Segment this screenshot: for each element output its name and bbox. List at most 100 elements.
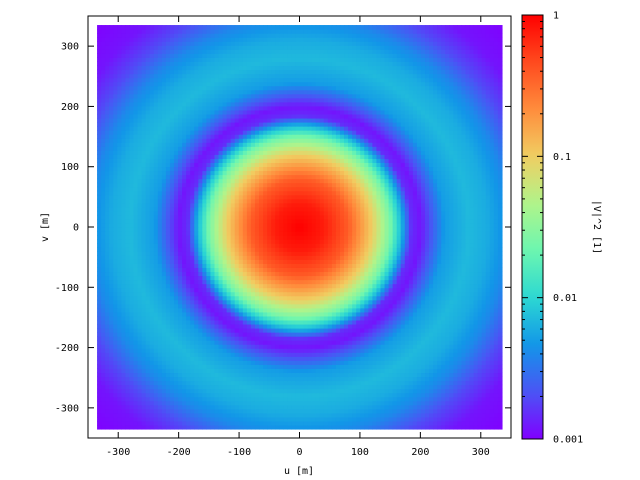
- heatmap-cell: [372, 327, 378, 333]
- heatmap-cell: [214, 368, 220, 374]
- heatmap-cell: [319, 356, 325, 361]
- heatmap-cell: [101, 380, 106, 386]
- heatmap-cell: [400, 287, 406, 293]
- heatmap-cell: [194, 291, 199, 297]
- heatmap-cell: [441, 412, 446, 418]
- heatmap-cell: [376, 356, 382, 361]
- heatmap-cell: [113, 263, 118, 268]
- heatmap-cell: [263, 327, 268, 333]
- heatmap-cell: [254, 239, 260, 244]
- heatmap-cell: [315, 356, 321, 361]
- heatmap-cell: [267, 336, 272, 341]
- heatmap-cell: [412, 408, 418, 414]
- heatmap-cell: [250, 364, 256, 369]
- heatmap-cell: [339, 303, 345, 309]
- heatmap-cell: [259, 295, 264, 301]
- heatmap-cell: [271, 424, 276, 430]
- heatmap-cell: [319, 396, 325, 402]
- heatmap-cell: [226, 299, 232, 305]
- heatmap-cell: [101, 340, 106, 345]
- heatmap-cell: [449, 412, 454, 418]
- heatmap-cell: [234, 408, 240, 414]
- heatmap-cell: [461, 356, 467, 361]
- heatmap-cell: [169, 291, 175, 297]
- heatmap-cell: [271, 416, 276, 422]
- heatmap-cell: [364, 251, 369, 256]
- heatmap-cell: [360, 235, 365, 240]
- heatmap-cell: [335, 275, 341, 281]
- heatmap-cell: [303, 283, 309, 289]
- heatmap-cell: [238, 295, 244, 301]
- heatmap-cell: [392, 404, 398, 410]
- heatmap-cell: [445, 420, 450, 426]
- heatmap-cell: [186, 360, 191, 365]
- heatmap-cell: [372, 420, 378, 426]
- heatmap-cell: [388, 271, 394, 277]
- heatmap-cell: [364, 404, 369, 410]
- heatmap-cell: [323, 239, 329, 244]
- heatmap-cell: [161, 239, 167, 244]
- heatmap-cell: [149, 235, 155, 240]
- heatmap-cell: [206, 239, 212, 244]
- heatmap-cell: [445, 372, 450, 378]
- heatmap-cell: [141, 319, 147, 325]
- heatmap-cell: [433, 247, 438, 252]
- heatmap-cell: [279, 291, 284, 297]
- heatmap-cell: [441, 368, 446, 374]
- heatmap-cell: [165, 263, 171, 268]
- heatmap-cell: [153, 404, 159, 410]
- heatmap-cell: [299, 408, 305, 414]
- heatmap-cell: [218, 255, 224, 260]
- heatmap-cell: [485, 231, 491, 236]
- heatmap-cell: [279, 251, 284, 256]
- heatmap-cell: [173, 291, 179, 297]
- heatmap-cell: [429, 275, 434, 281]
- heatmap-cell: [206, 267, 212, 273]
- heatmap-cell: [461, 307, 467, 313]
- heatmap-cell: [469, 303, 475, 309]
- heatmap-cell: [457, 267, 463, 273]
- heatmap-cell: [283, 235, 288, 240]
- heatmap-cell: [376, 291, 382, 297]
- heatmap-cell: [202, 348, 207, 353]
- heatmap-cell: [157, 372, 163, 378]
- heatmap-cell: [461, 287, 467, 293]
- heatmap-cell: [182, 420, 187, 426]
- heatmap-cell: [339, 239, 345, 244]
- heatmap-cell: [384, 259, 390, 264]
- heatmap-cell: [465, 372, 471, 378]
- heatmap-cell: [169, 275, 175, 281]
- heatmap-cell: [182, 247, 187, 252]
- heatmap-cell: [133, 400, 139, 406]
- heatmap-cell: [186, 416, 191, 422]
- heatmap-cell: [246, 424, 252, 430]
- heatmap-cell: [291, 235, 297, 240]
- heatmap-cell: [153, 295, 159, 301]
- heatmap-cell: [194, 255, 199, 260]
- heatmap-cell: [178, 251, 183, 256]
- heatmap-cell: [214, 267, 220, 273]
- heatmap-cell: [303, 299, 309, 305]
- heatmap-cell: [344, 295, 349, 301]
- heatmap-cell: [238, 279, 244, 285]
- heatmap-cell: [420, 336, 426, 341]
- heatmap-cell: [388, 259, 394, 264]
- heatmap-cell: [121, 352, 127, 357]
- heatmap-cell: [441, 392, 446, 398]
- heatmap-cell: [271, 336, 276, 341]
- heatmap-cell: [214, 352, 220, 357]
- heatmap-cell: [169, 344, 175, 349]
- heatmap-cell: [404, 307, 410, 313]
- heatmap-cell: [420, 404, 426, 410]
- heatmap-cell: [412, 396, 418, 402]
- heatmap-cell: [485, 400, 491, 406]
- heatmap-cell: [416, 239, 422, 244]
- heatmap-cell: [242, 348, 248, 353]
- heatmap-cell: [344, 396, 349, 402]
- heatmap-cell: [388, 396, 394, 402]
- heatmap-cell: [485, 360, 491, 365]
- heatmap-cell: [246, 279, 252, 285]
- heatmap-cell: [101, 259, 106, 264]
- heatmap-cell: [473, 348, 479, 353]
- heatmap-cell: [275, 327, 280, 333]
